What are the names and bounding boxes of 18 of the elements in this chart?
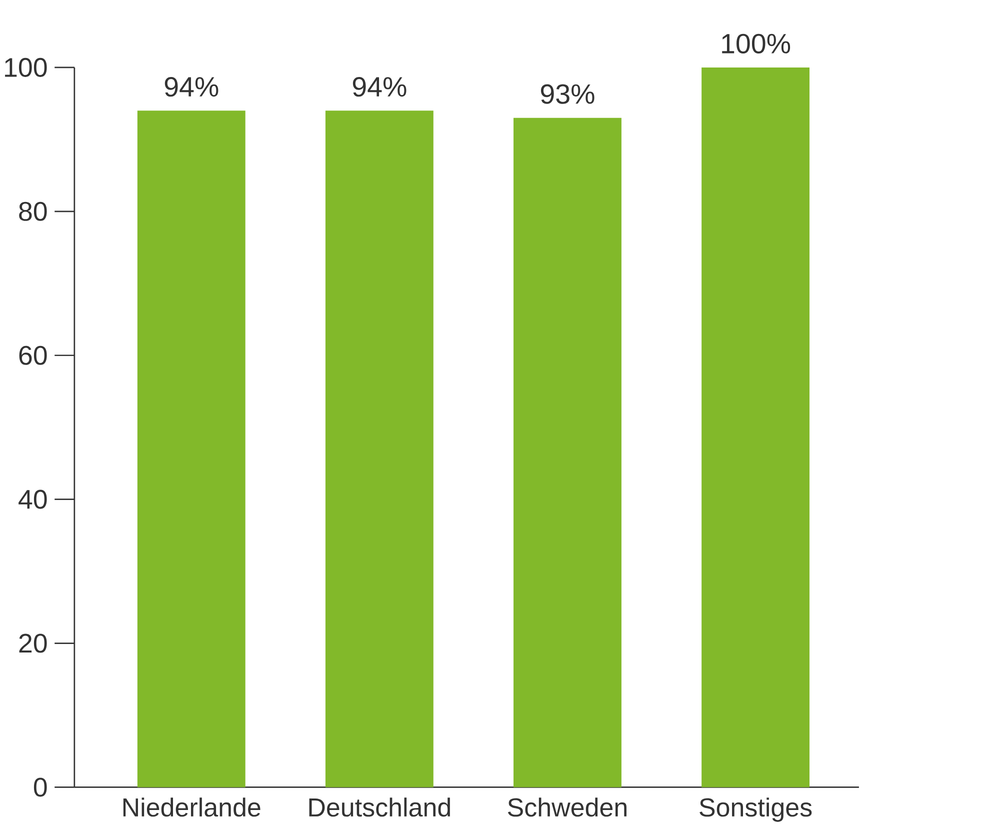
y-tick-label: 60 bbox=[19, 346, 47, 366]
x-tick-label: Niederlande bbox=[123, 798, 260, 817]
y-tick-label: 100 bbox=[5, 58, 47, 78]
x-tick-label: Deutschland bbox=[309, 798, 450, 817]
y-tick-label: 40 bbox=[18, 490, 47, 510]
bar bbox=[514, 118, 622, 788]
bar bbox=[702, 68, 810, 788]
y-tick-label: 20 bbox=[19, 634, 47, 654]
x-tick-label: Sonstiges bbox=[700, 798, 812, 822]
data-label: 93% bbox=[540, 84, 594, 104]
bar bbox=[137, 110, 246, 788]
bar bbox=[325, 110, 434, 788]
data-label: 94% bbox=[352, 77, 406, 97]
x-tick-label: Schweden bbox=[508, 798, 626, 817]
y-tick-label: 80 bbox=[19, 202, 47, 222]
y-tick-label: 0 bbox=[34, 778, 47, 797]
data-label: 94% bbox=[164, 77, 218, 97]
data-label: 100% bbox=[722, 34, 790, 54]
